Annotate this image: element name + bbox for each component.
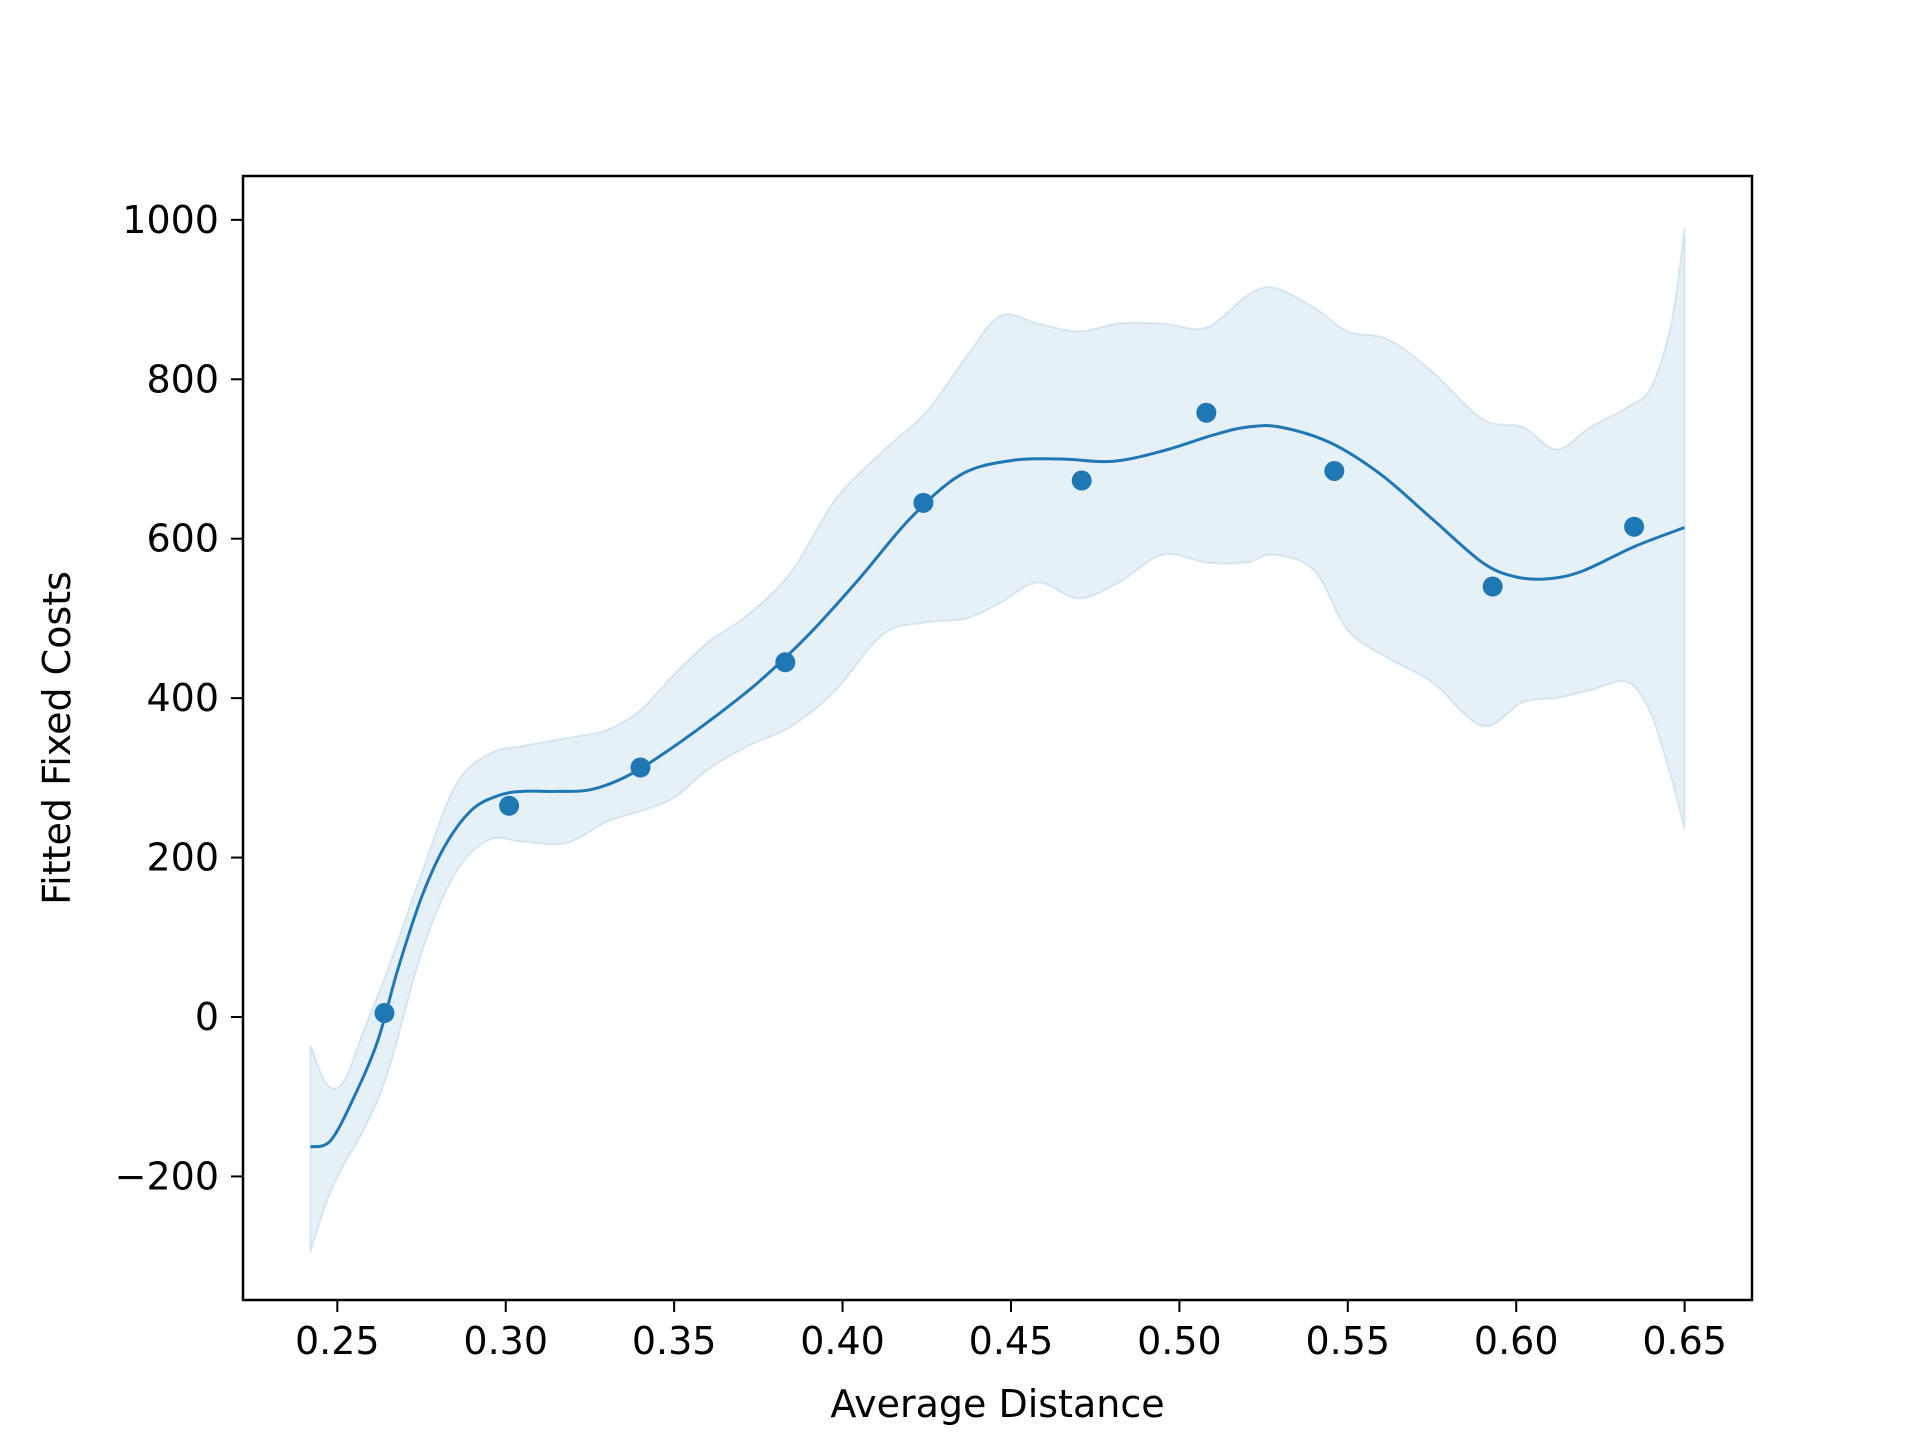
data-point [1324,460,1345,481]
x-tick-label: 0.55 [1305,1319,1390,1363]
y-tick-label: −200 [115,1154,219,1198]
data-point [1196,402,1217,423]
fit-line [309,424,1686,1149]
data-point [1482,576,1503,597]
y-tick-label: 800 [146,357,219,401]
x-axis-label: Average Distance [830,1382,1164,1426]
y-tick-label: 0 [195,995,219,1039]
y-axis-ticks: −200 0 200 400 600 800 1000 [115,198,243,1198]
data-point [913,492,934,513]
x-tick-label: 0.45 [969,1319,1054,1363]
data-point [374,1003,395,1024]
data-point [1624,516,1645,537]
y-tick-label: 1000 [122,198,219,242]
x-tick-label: 0.35 [632,1319,717,1363]
axes-frame [241,174,1754,1302]
data-point [1071,470,1092,491]
plot-area [309,227,1686,1253]
x-tick-label: 0.50 [1137,1319,1222,1363]
x-tick-label: 0.60 [1474,1319,1559,1363]
data-points [374,402,1645,1024]
data-point [630,757,651,778]
y-tick-label: 600 [146,517,219,561]
confidence-band [309,227,1686,1253]
y-axis-label: Fitted Fixed Costs [35,571,79,905]
data-point [499,795,520,816]
y-tick-label: 400 [146,676,219,720]
x-tick-label: 0.25 [295,1319,380,1363]
x-tick-label: 0.30 [463,1319,548,1363]
x-tick-label: 0.40 [800,1319,885,1363]
x-tick-label: 0.65 [1642,1319,1727,1363]
x-axis-ticks: 0.25 0.30 0.35 0.40 0.45 0.50 0.55 0.60 0.65 [295,1300,1727,1363]
data-point [775,652,796,673]
y-tick-label: 200 [146,836,219,880]
